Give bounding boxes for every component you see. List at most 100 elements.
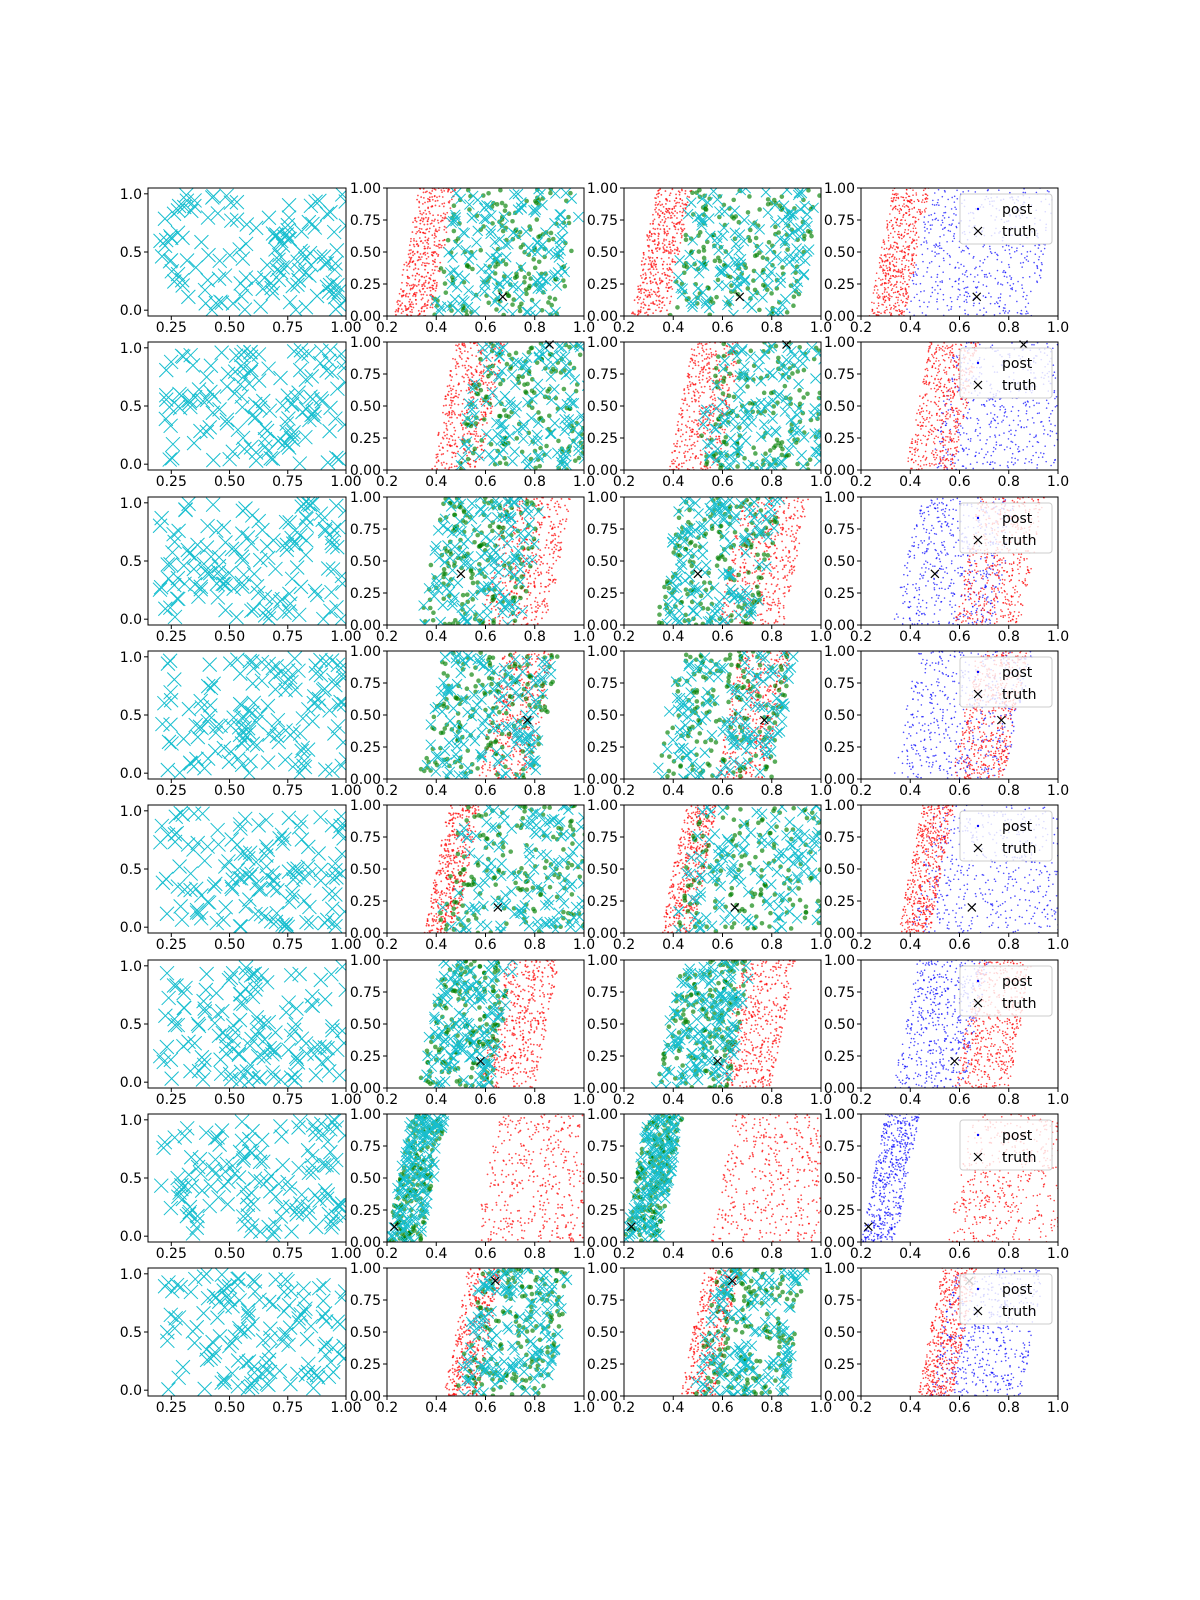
prior-point [876, 314, 879, 316]
prior-point [437, 433, 440, 436]
input-point [319, 255, 335, 271]
input-point [329, 243, 345, 258]
estimate-point [518, 433, 529, 445]
prior-point [925, 197, 928, 199]
prior-point [904, 251, 907, 254]
prior-point [652, 268, 655, 271]
input-point [197, 282, 213, 298]
prior-point [908, 224, 910, 227]
prior-point [417, 268, 420, 270]
post-point [937, 219, 939, 222]
prior-point [479, 400, 481, 403]
axis-r1-c0-xtick-label: 0.50 [214, 474, 245, 490]
post-point [944, 424, 947, 427]
prior-point [704, 418, 707, 421]
prior-point [716, 441, 719, 444]
prior-point [681, 230, 684, 233]
prior-point [442, 453, 445, 455]
post-point [934, 251, 936, 253]
estimate-point [720, 415, 731, 427]
prior-point [437, 269, 440, 272]
post-point [953, 455, 956, 458]
prior-point [725, 401, 728, 404]
prior-point [688, 405, 691, 408]
estimate-point [781, 399, 793, 410]
prior-point [468, 451, 470, 454]
prior-point [424, 302, 426, 305]
post-point [969, 440, 972, 442]
prior-point [665, 203, 667, 205]
prior-point [672, 458, 675, 461]
prior-point [432, 252, 435, 255]
estimate-point [544, 309, 556, 316]
prior-point [406, 269, 409, 272]
estimate-point [479, 275, 491, 287]
legend-box [959, 193, 1053, 245]
prior-point [415, 285, 418, 287]
post-point [941, 228, 944, 231]
prior-point [654, 265, 657, 268]
estimate-point [499, 390, 511, 402]
prior-point [444, 213, 447, 216]
prior-point [914, 227, 917, 230]
prior-point [922, 194, 924, 197]
prior-point [895, 221, 897, 223]
estimate-point [672, 272, 684, 283]
input-point [202, 420, 218, 435]
prior-point [643, 288, 646, 291]
estimate-point [729, 256, 741, 268]
post-point [946, 468, 949, 470]
prior-point [637, 312, 640, 315]
prior-point [420, 228, 423, 230]
prior-point [697, 436, 700, 438]
prior-point [429, 212, 431, 215]
prior-point [470, 366, 473, 369]
prior-point [657, 195, 660, 198]
sample-point [736, 219, 742, 225]
prior-point [680, 440, 683, 443]
post-point [1033, 436, 1035, 439]
prior-point [879, 265, 882, 267]
prior-point [427, 262, 430, 265]
post-point [1045, 399, 1048, 402]
post-point [1036, 467, 1038, 469]
prior-point [880, 312, 882, 315]
prior-point [451, 409, 454, 412]
prior-point [879, 256, 881, 259]
prior-point [917, 218, 920, 221]
prior-point [913, 266, 916, 269]
prior-point [903, 213, 905, 216]
prior-point [414, 267, 417, 270]
post-point [1044, 445, 1046, 447]
estimate-point [675, 282, 687, 294]
prior-point [889, 232, 892, 235]
post-point [1063, 374, 1065, 376]
estimate-point [549, 417, 561, 429]
prior-point [887, 296, 889, 299]
estimate-point [448, 265, 460, 276]
prior-point [711, 391, 714, 394]
sample-point [791, 303, 796, 308]
prior-point [648, 308, 651, 311]
prior-point [410, 249, 412, 251]
prior-point [893, 304, 895, 307]
post-point [981, 269, 983, 272]
post-point [1016, 448, 1019, 450]
prior-point [455, 344, 457, 347]
post-point [923, 221, 925, 223]
input-point [222, 247, 238, 263]
axis-r1-c0-ytick-label: 0.5 [120, 399, 142, 415]
scatter-points [394, 188, 584, 316]
prior-point [462, 344, 465, 347]
input-point [272, 247, 287, 263]
sample-point [745, 210, 751, 215]
post-point [1041, 263, 1043, 266]
prior-point [704, 432, 706, 435]
prior-point [424, 191, 427, 194]
prior-point [887, 234, 890, 237]
post-point [1042, 452, 1045, 455]
sample-point [797, 401, 803, 407]
post-point [932, 199, 934, 202]
estimate-point [714, 266, 726, 278]
